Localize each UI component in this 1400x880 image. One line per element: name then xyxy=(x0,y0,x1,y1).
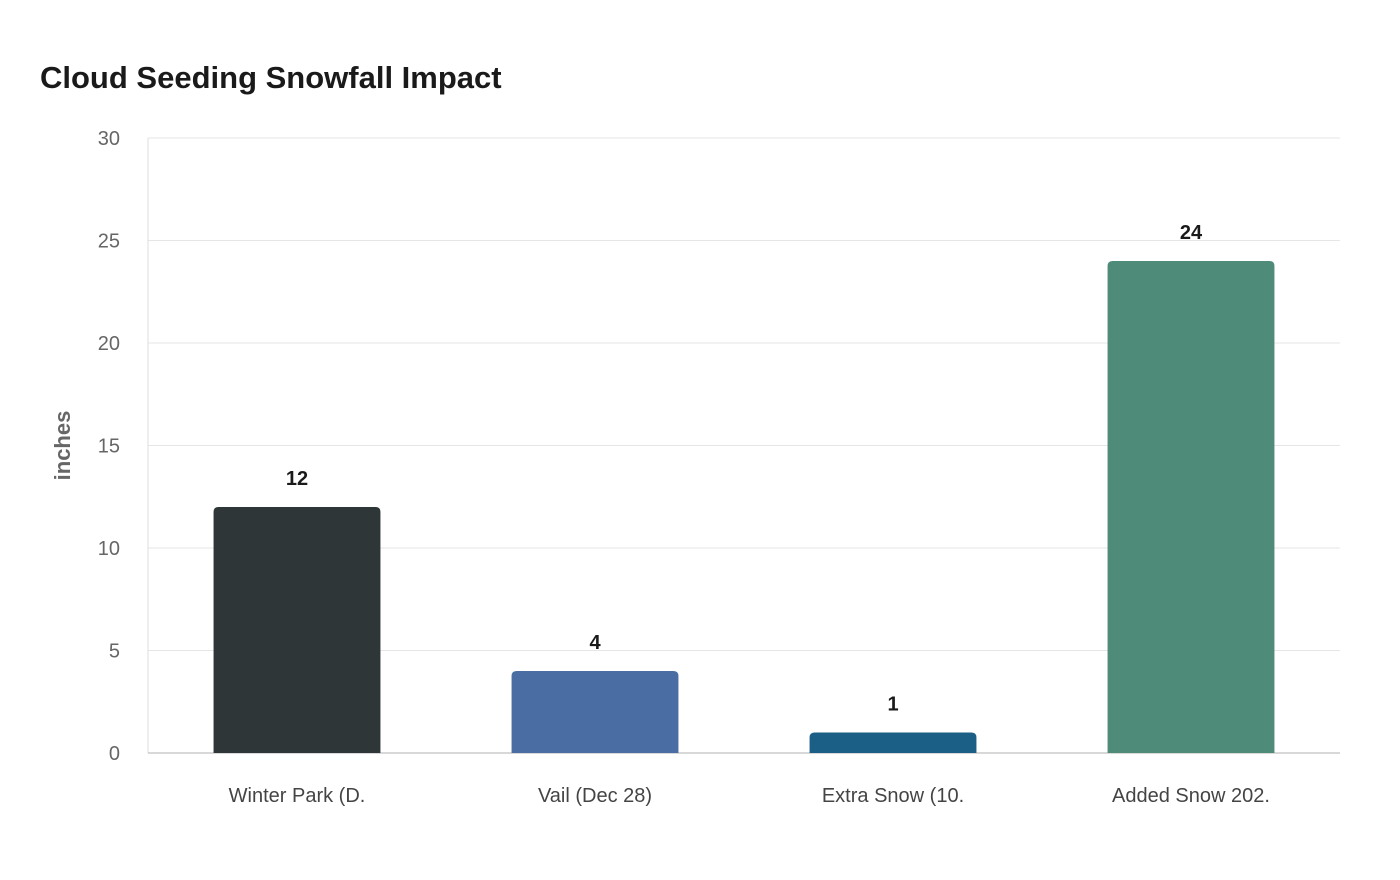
y-tick-label: 20 xyxy=(98,333,120,355)
y-axis-title: inches xyxy=(50,411,75,481)
bar xyxy=(1107,261,1275,753)
data-label: 12 xyxy=(286,468,308,490)
y-axis-ticks: 0 5 10 15 20 25 30 xyxy=(98,128,120,765)
bar xyxy=(809,732,977,753)
y-tick-label: 0 xyxy=(109,743,120,765)
data-label: 4 xyxy=(589,632,601,654)
category-labels: Winter Park (D. Vail (Dec 28) Extra Snow (… xyxy=(229,785,1270,807)
x-tick-label: Added Snow 202. xyxy=(1112,785,1270,807)
data-label: 24 xyxy=(1180,222,1203,244)
y-tick-label: 10 xyxy=(98,538,120,560)
x-tick-label: Extra Snow (10. xyxy=(822,785,964,807)
y-tick-label: 15 xyxy=(98,436,120,458)
bar xyxy=(213,507,381,753)
data-label: 1 xyxy=(887,694,898,716)
x-tick-label: Vail (Dec 28) xyxy=(538,785,652,807)
y-tick-label: 30 xyxy=(98,128,120,150)
x-tick-label: Winter Park (D. xyxy=(229,785,366,807)
bar xyxy=(511,671,679,753)
bars xyxy=(213,261,1275,753)
y-tick-label: 5 xyxy=(109,641,120,663)
chart-title: Cloud Seeding Snowfall Impact xyxy=(40,60,502,95)
y-tick-label: 25 xyxy=(98,231,120,253)
